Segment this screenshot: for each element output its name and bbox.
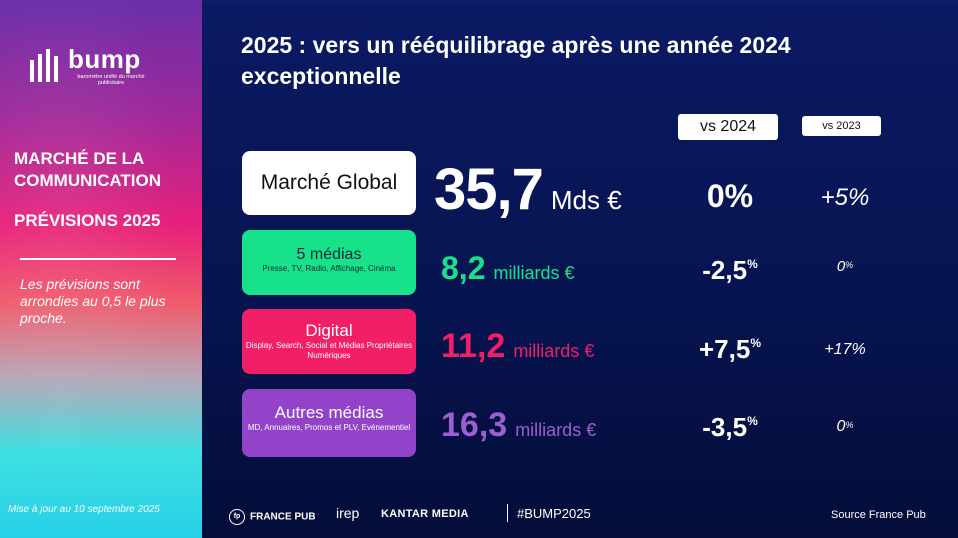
vs2024-digital: +7,5% — [660, 334, 800, 365]
vs2023-5-medias: 0% — [795, 258, 895, 275]
card-name: Marché Global — [260, 171, 398, 194]
value-unit: milliards € — [515, 420, 597, 440]
value-digital: 11,2 milliards € — [441, 327, 594, 366]
left-title-line2: COMMUNICATION — [14, 171, 161, 190]
page-title: 2025 : vers un rééquilibrage après une a… — [241, 32, 791, 89]
pct-sign: % — [750, 336, 761, 350]
value-number: 35,7 — [434, 157, 544, 222]
pct-value: 0 — [836, 258, 846, 275]
value-autres-medias: 16,3 milliards € — [441, 406, 596, 445]
pct-value: 0 — [836, 418, 846, 435]
left-title-line1: MARCHÉ DE LA — [14, 149, 145, 168]
vs2023-autres-medias: 0% — [795, 418, 895, 436]
vs2024-header: vs 2024 — [678, 114, 778, 140]
card-description: Presse, TV, Radio, Affichage, Cinéma — [262, 264, 396, 273]
card-digital: Digital Display, Search, Social et Média… — [242, 309, 416, 374]
france-pub-logo: fp FRANCE PUB — [229, 509, 316, 525]
card-description: Display, Search, Social et Médias Propri… — [245, 341, 413, 360]
source-note: Source France Pub — [831, 509, 926, 521]
pct-value: +7,5 — [699, 334, 751, 364]
footer-separator — [507, 504, 508, 522]
bump-bars-icon — [30, 49, 58, 82]
value-5-medias: 8,2 milliards € — [441, 250, 575, 287]
card-5-medias: 5 médias Presse, TV, Radio, Affichage, C… — [242, 230, 416, 295]
pct-sign: % — [845, 420, 854, 430]
pct-value: -3,5 — [702, 412, 748, 442]
vs2024-5-medias: -2,5% — [660, 255, 800, 286]
card-autres-medias: Autres médias MD, Annuaires, Promos et P… — [242, 389, 416, 457]
irep-logo: irep — [336, 505, 360, 521]
left-subtitle: PRÉVISIONS 2025 — [14, 211, 161, 230]
vs2023-global: +5% — [820, 184, 870, 211]
vs2024-global: 0% — [706, 178, 754, 214]
france-pub-mark-icon: fp — [229, 509, 245, 525]
card-marche-global: Marché Global — [242, 151, 416, 215]
value-number: 16,3 — [441, 406, 508, 444]
france-pub-text: FRANCE PUB — [250, 511, 316, 523]
value-number: 8,2 — [441, 250, 486, 286]
value-unit: Mds € — [550, 185, 622, 215]
vs2024-autres-medias: -3,5% — [660, 412, 800, 443]
vs2023-header: vs 2023 — [802, 116, 881, 136]
card-name: 5 médias — [296, 246, 362, 263]
update-date: Mise à jour au 10 septembre 2025 — [8, 504, 160, 515]
value-number: 11,2 — [441, 327, 506, 365]
value-global: 35,7 Mds € — [434, 156, 622, 223]
left-panel: bump baromètre unifié du marché publicit… — [0, 0, 202, 538]
card-description: MD, Annuaires, Promos et PLV, Evénementi… — [247, 423, 411, 432]
top-edge — [202, 0, 958, 3]
logo-word: bump — [68, 44, 141, 74]
value-unit: milliards € — [513, 341, 595, 361]
divider — [20, 258, 176, 260]
pct-sign: % — [747, 257, 758, 271]
hashtag: #BUMP2025 — [517, 506, 591, 521]
rounding-note: Les prévisions sont arrondies au 0,5 le … — [20, 276, 166, 326]
vs2023-digital: +17% — [824, 341, 866, 358]
pct-sign: % — [845, 260, 854, 270]
card-name: Digital — [305, 321, 353, 340]
pct-sign: % — [747, 414, 758, 428]
logo-subtitle: baromètre unifié du marché publicitaire — [77, 74, 145, 86]
bump-logo: bump baromètre unifié du marché publicit… — [28, 44, 168, 92]
value-unit: milliards € — [493, 263, 575, 283]
kantar-media-logo: KANTAR MEDIA — [381, 508, 469, 520]
card-name: Autres médias — [274, 403, 384, 422]
pct-value: -2,5 — [702, 255, 748, 285]
left-title: MARCHÉ DE LA COMMUNICATION — [14, 148, 161, 192]
